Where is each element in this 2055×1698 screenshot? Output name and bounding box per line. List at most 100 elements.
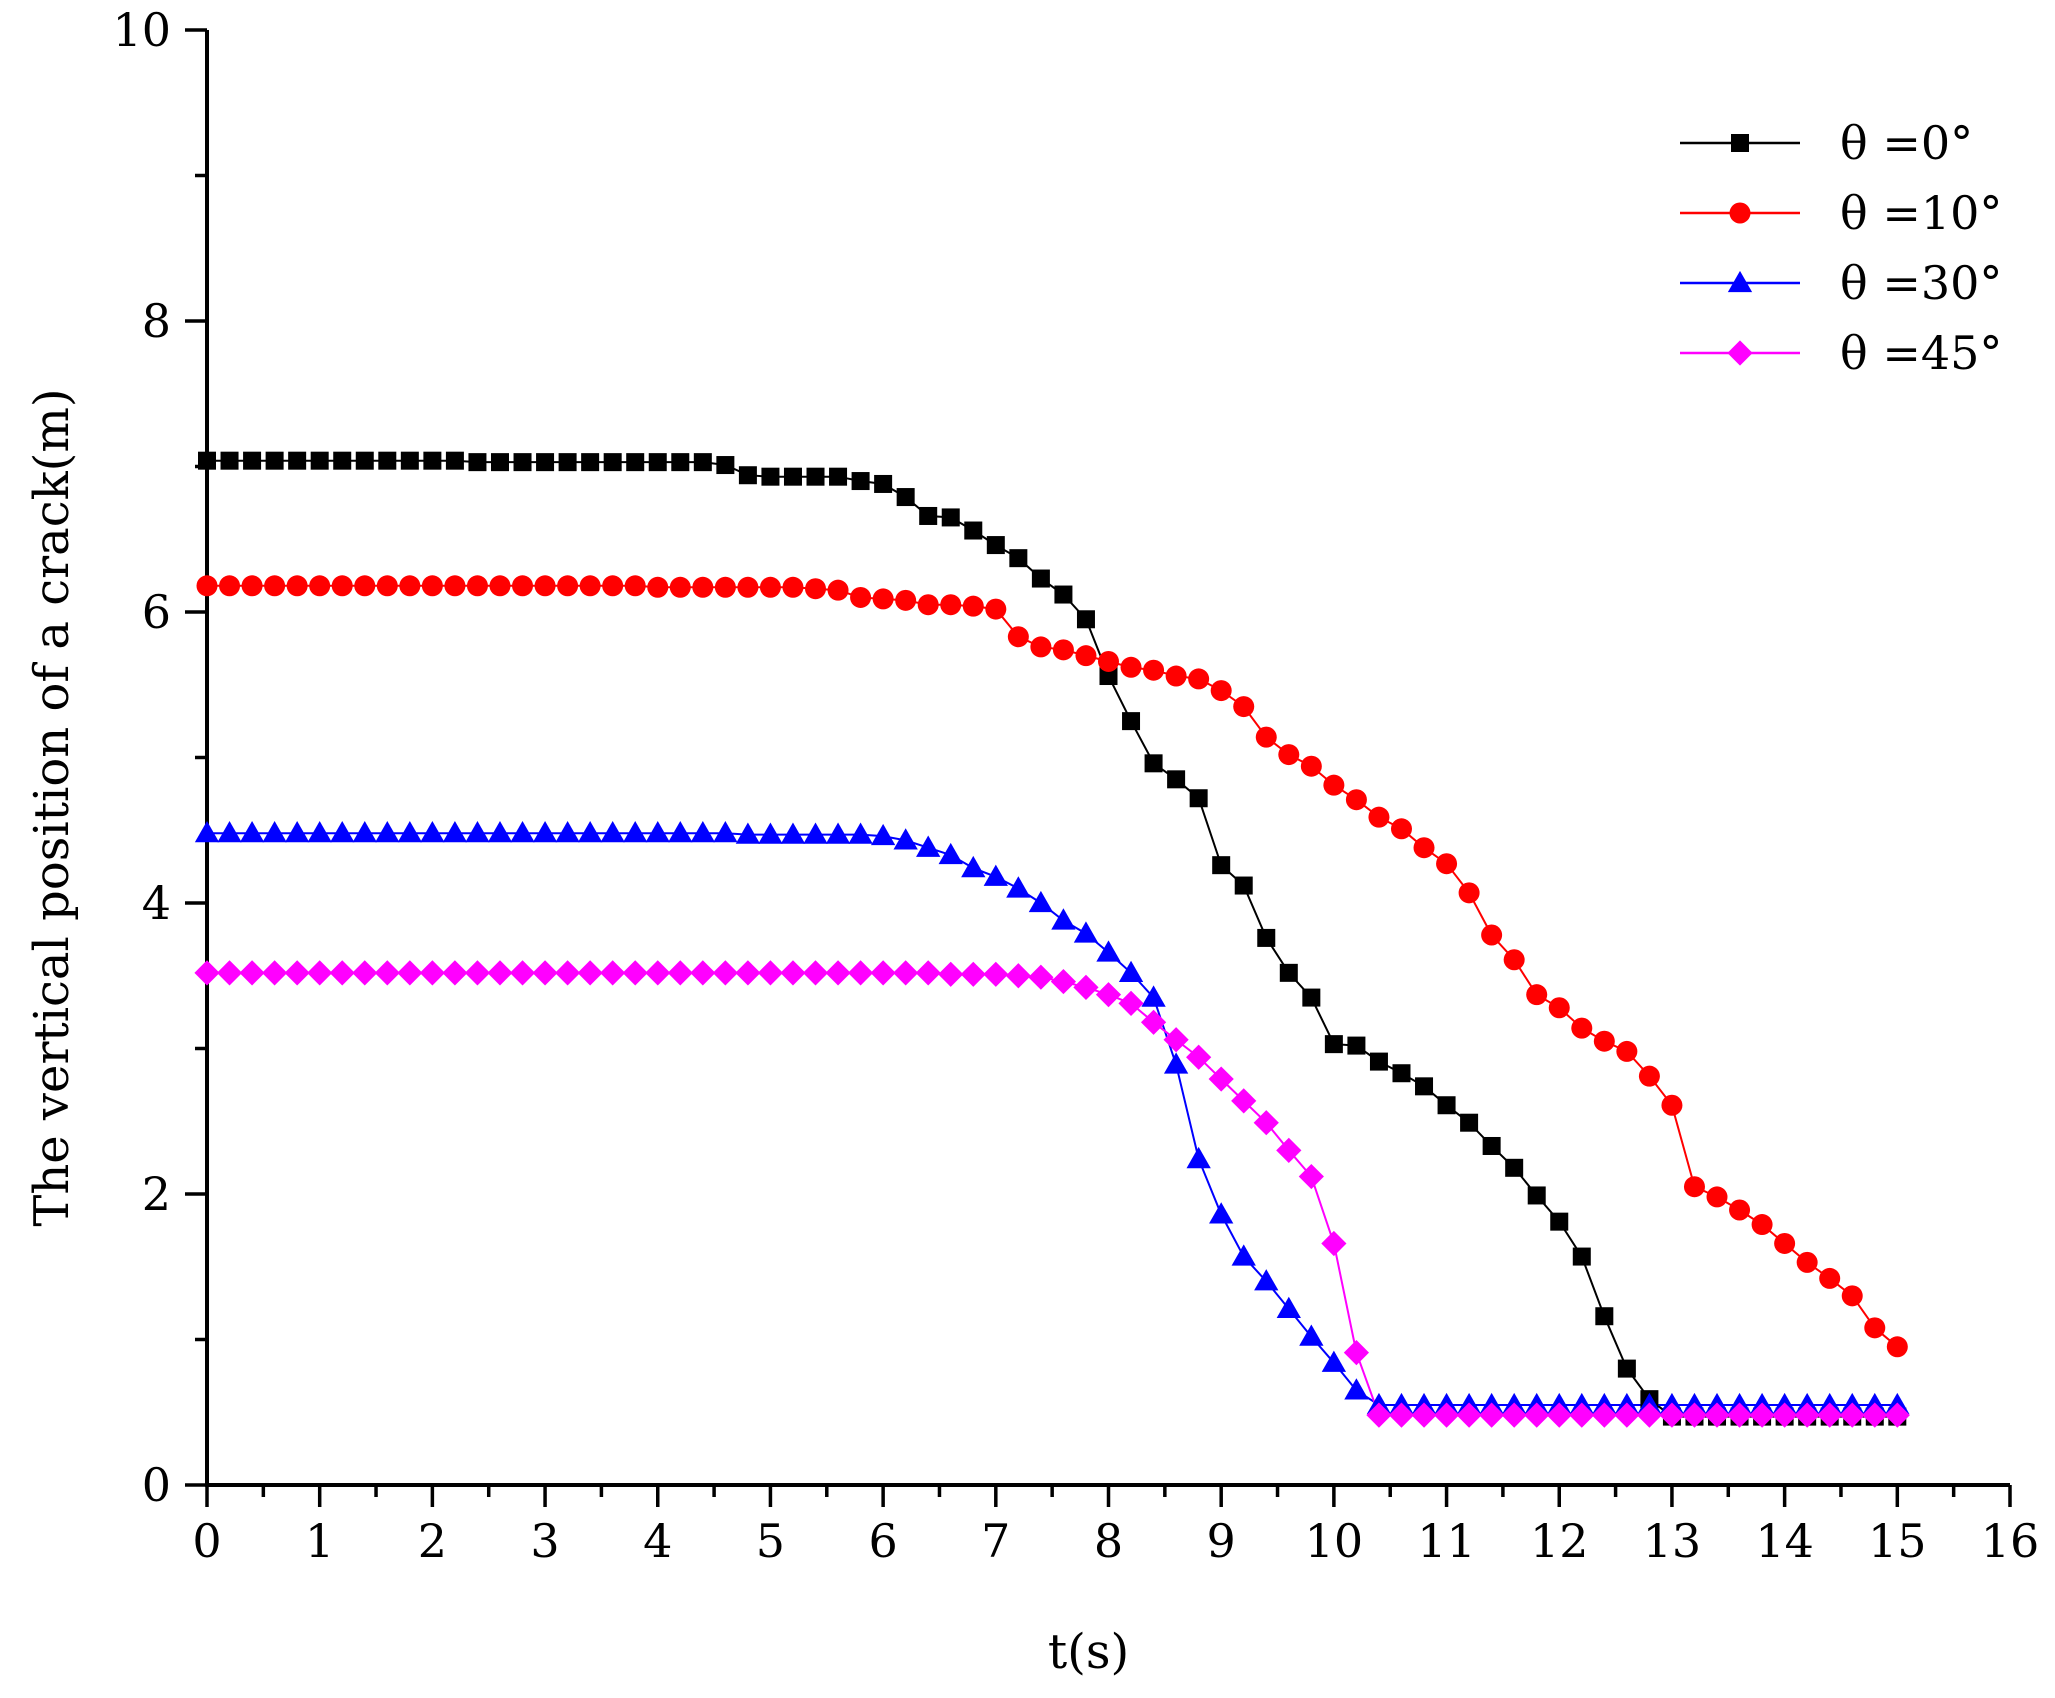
data-point: [961, 855, 986, 878]
data-point: [216, 960, 243, 986]
data-point: [1054, 585, 1073, 604]
data-point: [329, 960, 355, 986]
data-point: [1257, 928, 1276, 947]
series-markers-0: [198, 451, 1907, 1426]
data-point: [1163, 1027, 1189, 1053]
data-point: [579, 575, 601, 597]
data-point: [1098, 650, 1119, 672]
data-point: [624, 575, 646, 597]
data-point: [1007, 626, 1029, 648]
data-point: [1231, 1088, 1257, 1114]
data-point: [1073, 921, 1099, 943]
legend-marker: [1729, 202, 1751, 224]
data-point: [1141, 985, 1166, 1007]
data-point: [262, 960, 288, 986]
data-point: [1706, 1186, 1728, 1208]
data-point: [962, 595, 984, 617]
data-point: [1571, 1017, 1593, 1039]
data-point: [1751, 1214, 1773, 1236]
data-point: [1437, 1096, 1456, 1115]
data-point: [217, 821, 242, 843]
data-point: [264, 575, 286, 597]
data-point: [265, 451, 284, 470]
data-point: [938, 842, 963, 865]
data-point: [1118, 960, 1144, 982]
data-point: [916, 835, 941, 857]
data-point: [489, 575, 511, 597]
data-point: [735, 960, 761, 986]
data-point: [1186, 1146, 1211, 1169]
data-point: [983, 864, 1008, 886]
data-point: [622, 960, 648, 986]
x-axis-title: t(s): [1048, 1624, 1129, 1680]
data-point: [194, 821, 220, 843]
data-point: [219, 575, 241, 597]
data-point: [288, 451, 307, 470]
data-point: [442, 821, 468, 843]
data-point: [737, 576, 759, 598]
data-point: [220, 451, 239, 470]
data-point: [534, 575, 556, 597]
series-lines: [207, 459, 1898, 1418]
data-point: [668, 821, 693, 843]
data-point: [420, 821, 445, 843]
data-point: [1884, 1402, 1910, 1428]
data-point: [780, 960, 806, 986]
data-point: [198, 451, 216, 470]
data-point: [1481, 924, 1503, 946]
data-point: [1051, 908, 1076, 930]
data-point: [307, 960, 333, 986]
data-point: [354, 575, 376, 597]
data-point: [780, 822, 806, 844]
data-point: [1817, 1402, 1843, 1428]
data-point: [397, 960, 423, 986]
legend-label: θ =30°: [1840, 256, 2002, 310]
x-tick-label: 8: [1094, 1514, 1123, 1568]
data-point: [985, 598, 1007, 620]
data-point: [1299, 1324, 1324, 1346]
data-point: [917, 594, 939, 616]
x-tick-label: 10: [1305, 1514, 1364, 1568]
data-point: [487, 821, 513, 843]
data-point: [509, 960, 536, 986]
legend-label: θ =10°: [1840, 186, 2002, 240]
data-point: [1482, 1136, 1501, 1155]
series-markers-1: [196, 575, 1908, 1358]
data-point: [1143, 659, 1165, 681]
data-point: [735, 822, 761, 844]
data-point: [1526, 984, 1548, 1006]
legend-item: θ =10°: [1680, 186, 2002, 240]
data-point: [1841, 1285, 1863, 1307]
data-point: [577, 821, 603, 843]
y-axis-title: The vertical position of a crack(m): [24, 388, 80, 1226]
data-point: [1212, 856, 1231, 875]
data-point: [1729, 1199, 1751, 1221]
data-point: [355, 451, 374, 470]
x-tick-label: 4: [643, 1514, 672, 1568]
data-point: [1233, 696, 1255, 718]
data-point: [1073, 974, 1099, 1000]
data-point: [1548, 997, 1570, 1019]
data-point: [825, 960, 851, 986]
data-point: [1234, 876, 1253, 895]
data-point: [941, 508, 960, 527]
data-point: [960, 961, 986, 987]
y-tick-label: 0: [142, 1458, 171, 1512]
data-point: [827, 579, 849, 601]
data-point: [1415, 1077, 1434, 1096]
data-point: [851, 472, 870, 491]
data-point: [1659, 1402, 1685, 1428]
data-point: [399, 575, 421, 597]
data-point: [333, 451, 352, 470]
data-point: [465, 821, 490, 843]
data-point: [758, 822, 783, 844]
data-point: [602, 575, 624, 597]
legend-item: θ =0°: [1680, 116, 1973, 170]
data-point: [919, 506, 938, 525]
data-point: [1050, 968, 1077, 995]
data-point: [400, 451, 419, 470]
data-point: [915, 960, 941, 986]
data-point: [330, 821, 355, 843]
data-point: [1572, 1247, 1591, 1266]
